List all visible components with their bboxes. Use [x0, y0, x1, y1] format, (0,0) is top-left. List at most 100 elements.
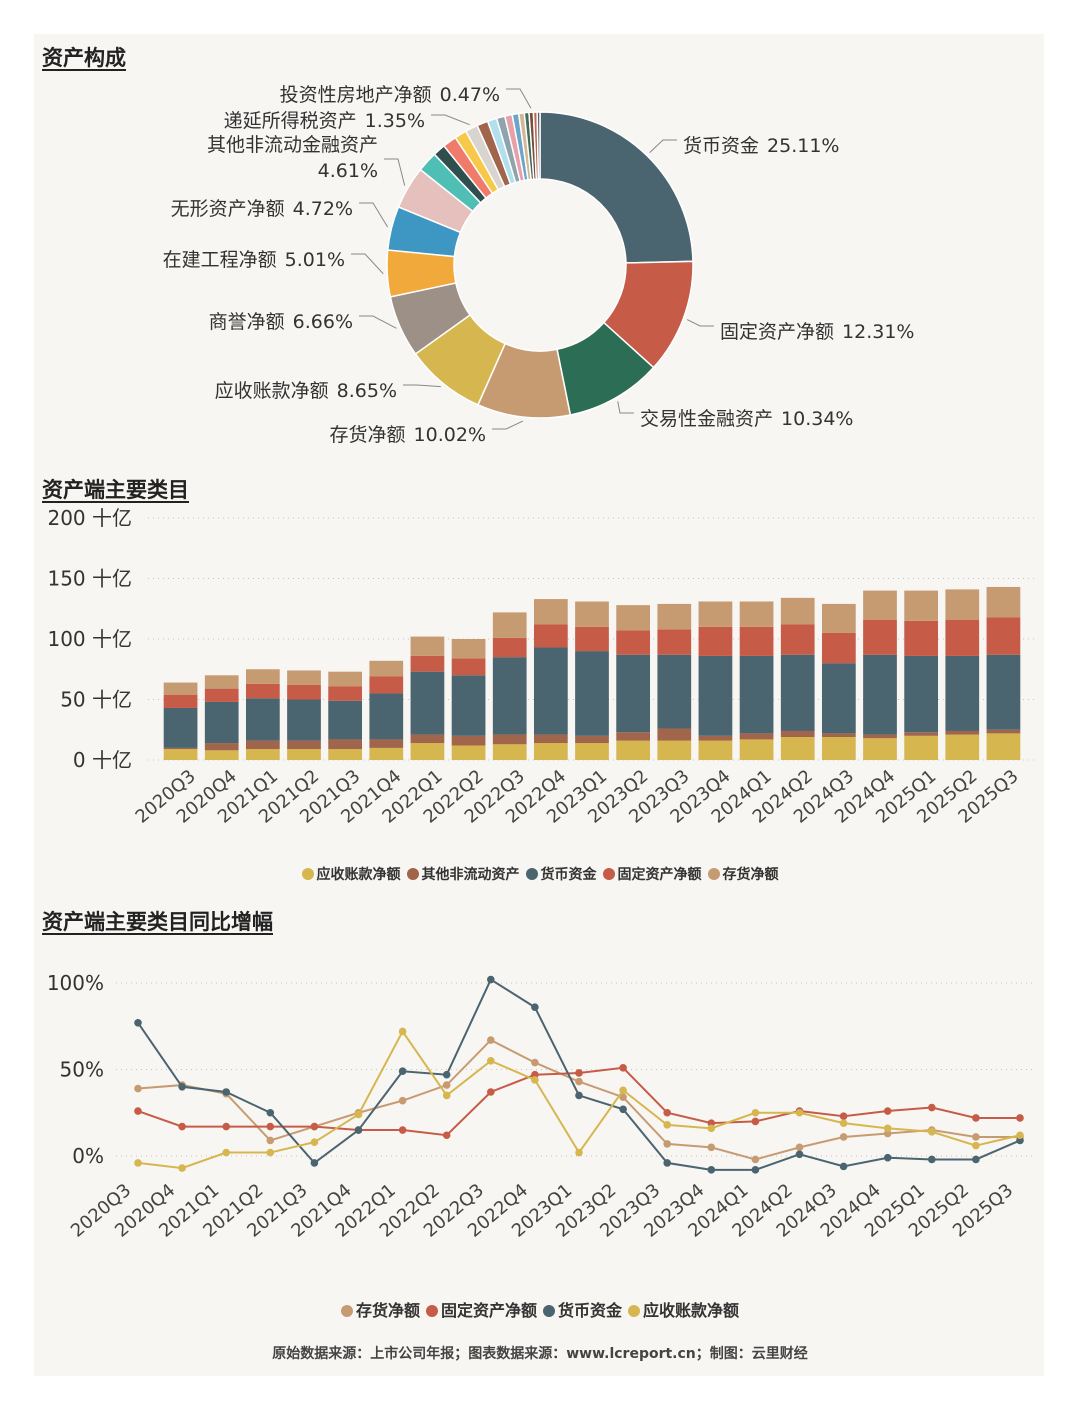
line-point [266, 1136, 275, 1145]
line-point [707, 1124, 716, 1133]
line-point [487, 1057, 495, 1065]
legend-item: 固定资产净额 [425, 1297, 537, 1321]
bar-segment [698, 740, 733, 760]
legend-item: 固定资产净额 [602, 864, 702, 884]
yoy-title: 资产端主要类目同比增幅 [42, 910, 273, 934]
bar-y-tick-label: 100 十亿 [47, 627, 132, 651]
donut-leader-line [506, 88, 532, 109]
bar-segment [533, 647, 568, 735]
donut-label-name: 递延所得税资产 [224, 110, 357, 132]
donut-pct-label: 4.72% [293, 198, 353, 220]
legend-item: 应收账款净额 [628, 1297, 739, 1321]
line-point [751, 1108, 760, 1117]
line-point [134, 1084, 142, 1093]
bar-segment [575, 743, 609, 760]
bar-chart-legend: 应收账款净额 其他非流动资产 货币资金 固定资产净额 存货净额 [0, 864, 1080, 884]
donut-label: 无形资产净额 4.72% [171, 198, 353, 220]
line-point [398, 1096, 407, 1105]
bar-segment [245, 683, 280, 699]
line-point [222, 1148, 230, 1157]
bar-segment [410, 671, 445, 735]
bar-segment [328, 686, 363, 701]
bar-segment [369, 676, 404, 694]
donut-slice [539, 111, 694, 264]
line-point [972, 1155, 980, 1164]
donut-pct-label: 5.01% [285, 249, 345, 271]
bar-segment [287, 684, 321, 700]
line-point [266, 1122, 275, 1131]
donut-pct-label: 10.34% [781, 408, 853, 430]
line-point [795, 1143, 804, 1152]
line-point [222, 1122, 230, 1131]
legend-swatch [602, 868, 615, 880]
bar-segment [616, 605, 651, 631]
line-point [398, 1126, 407, 1134]
bar-segment [780, 730, 815, 738]
bar-segment [204, 688, 239, 702]
donut-pct-label: 10.02% [414, 424, 486, 446]
bar-segment [328, 671, 363, 687]
line-point [883, 1124, 892, 1133]
legend-swatch [301, 868, 314, 880]
legend-swatch [525, 868, 538, 880]
line-point [972, 1114, 980, 1122]
line-point [487, 1088, 495, 1096]
donut-label: 递延所得税资产 1.35% [224, 110, 425, 132]
donut-pct-label: 1.35% [365, 110, 425, 132]
legend-label: 货币资金 [540, 867, 597, 883]
donut-leader-line [686, 319, 714, 327]
legend-swatch [707, 868, 720, 880]
bar-segment [863, 590, 897, 620]
footer-source-note: 原始数据来源：上市公司年报；图表数据来源：www.lcreport.cn；制图：… [272, 1346, 808, 1362]
bar-segment [245, 669, 280, 684]
bar-segment [863, 654, 897, 735]
bar-segment [986, 586, 1021, 618]
bar-segment [986, 617, 1021, 655]
bar-segment [616, 630, 651, 655]
line-point [442, 1091, 451, 1100]
bar-segment [904, 620, 939, 656]
bar-segment [904, 735, 939, 760]
line-point [178, 1164, 186, 1172]
bar-segment [657, 654, 692, 729]
bar-segment [821, 632, 856, 664]
line-point [354, 1126, 363, 1134]
bar-segment [657, 603, 692, 630]
bar-segment [410, 636, 445, 656]
bar-segment [492, 734, 527, 745]
line-point [839, 1112, 848, 1121]
bar-segment [945, 655, 980, 731]
bar-segment [780, 624, 815, 655]
line-point [222, 1088, 230, 1096]
line-point [839, 1162, 848, 1171]
line-point [442, 1070, 451, 1079]
line-point [928, 1155, 936, 1164]
bar-segment [204, 701, 239, 744]
bar-segment [945, 730, 980, 735]
line-point [839, 1133, 848, 1141]
legend-label: 固定资产净额 [617, 867, 702, 883]
bar-segment [863, 738, 897, 760]
bar-segment [780, 737, 815, 760]
bar-segment [986, 733, 1021, 760]
bar-segment [245, 698, 280, 741]
line-point [1016, 1131, 1024, 1140]
line-point [972, 1133, 980, 1141]
line-point [134, 1107, 142, 1115]
bar-segment [739, 626, 774, 656]
donut-label-name: 商誉净额 [209, 311, 285, 333]
line-point [619, 1093, 627, 1101]
line-point [928, 1103, 936, 1112]
line-point [487, 975, 495, 984]
bar-segment [533, 734, 568, 744]
donut-leader-line [403, 384, 441, 388]
bar-segment [328, 739, 363, 750]
bar-segment [492, 612, 527, 638]
line-point [310, 1159, 319, 1167]
bar-segment [575, 651, 609, 736]
bar-segment [245, 749, 280, 760]
line-y-tick-label: 0% [72, 1144, 104, 1168]
donut-pct-label: 0.47% [440, 84, 500, 106]
